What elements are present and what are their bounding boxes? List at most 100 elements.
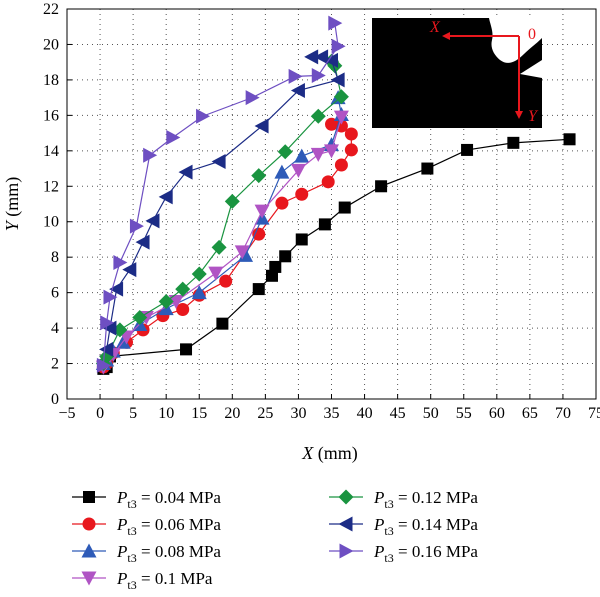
data-point	[219, 274, 233, 288]
data-point	[314, 49, 329, 65]
data-point	[324, 52, 338, 68]
legend-marker	[81, 543, 97, 558]
y-tick-label: 0	[51, 391, 59, 408]
inset-white-region	[489, 18, 542, 63]
series-line	[106, 56, 339, 350]
data-point	[216, 317, 229, 330]
data-point	[290, 163, 306, 178]
data-point	[143, 147, 158, 163]
data-point	[102, 320, 117, 336]
x-tick-label: 25	[257, 405, 273, 422]
legend-marker	[338, 489, 354, 505]
data-point	[254, 118, 269, 134]
data-point	[168, 295, 184, 309]
data-point	[100, 315, 115, 331]
series-line	[103, 138, 570, 370]
y-tick-label: 2	[51, 356, 59, 373]
legend-marker	[82, 517, 96, 531]
legend-item: Pt3 = 0.1 MPa	[72, 569, 213, 592]
x-tick-label: 0	[96, 405, 104, 422]
data-point	[311, 67, 326, 83]
legend-item: Pt3 = 0.16 MPa	[329, 542, 478, 565]
data-point	[234, 245, 250, 260]
y-tick-label: 4	[51, 320, 59, 337]
series-6	[99, 49, 345, 357]
data-point	[269, 260, 282, 273]
legend-marker	[339, 543, 354, 559]
data-point	[254, 204, 270, 219]
data-point	[135, 234, 150, 250]
x-axis-label-text: X (mm)	[301, 443, 358, 464]
legend-label: Pt3 = 0.16 MPa	[373, 542, 478, 565]
legend-label: Pt3 = 0.08 MPa	[116, 542, 221, 565]
data-point	[176, 302, 190, 316]
y-axis-label: Y (mm)	[2, 177, 23, 232]
data-point	[196, 108, 211, 124]
y-tick-label: 18	[43, 72, 59, 89]
legend-item: Pt3 = 0.14 MPa	[329, 515, 478, 538]
data-point	[180, 343, 193, 356]
series-layer	[95, 15, 576, 375]
data-point	[328, 15, 343, 31]
data-point	[99, 341, 114, 357]
x-tick-label: 30	[290, 405, 306, 422]
data-point	[344, 143, 358, 157]
legend-marker	[83, 491, 95, 503]
data-point	[211, 153, 226, 169]
series-1	[97, 133, 576, 375]
x-tick-label: 45	[390, 405, 406, 422]
x-tick-label: 50	[423, 405, 439, 422]
x-tick-label: 65	[522, 405, 538, 422]
data-point	[344, 127, 358, 141]
data-point	[191, 266, 207, 282]
inset-image: X 0 Y	[372, 18, 542, 128]
x-tick-label: 40	[357, 405, 373, 422]
y-tick-label: 14	[43, 143, 59, 160]
legend-label: Pt3 = 0.1 MPa	[116, 569, 213, 592]
data-point	[275, 196, 289, 210]
legend-label: Pt3 = 0.04 MPa	[116, 488, 221, 511]
legend-item: Pt3 = 0.04 MPa	[72, 488, 221, 511]
data-point	[109, 281, 124, 297]
x-tick-label: 20	[224, 405, 240, 422]
data-point	[461, 143, 474, 156]
legend-label: Pt3 = 0.14 MPa	[373, 515, 478, 538]
axis-ticks: −5 0 5 10 15 20 25 30 35 40 45 50 55 60 65 70 7502468101…	[43, 1, 600, 422]
data-point	[252, 227, 266, 241]
x-tick-label: 70	[555, 405, 571, 422]
data-point	[122, 262, 137, 278]
data-point	[158, 189, 173, 205]
y-tick-label: 8	[51, 249, 59, 266]
data-point	[331, 38, 346, 54]
data-point	[304, 49, 319, 65]
legend-item: Pt3 = 0.06 MPa	[72, 515, 221, 538]
y-tick-label: 12	[43, 178, 59, 195]
data-point	[224, 193, 240, 209]
data-point	[295, 187, 309, 201]
data-point	[321, 175, 335, 189]
data-point	[334, 158, 348, 172]
x-tick-label: 55	[456, 405, 472, 422]
legend-item: Pt3 = 0.12 MPa	[329, 488, 478, 511]
inset-y-label: Y	[528, 108, 539, 125]
x-tick-label: 75	[588, 405, 600, 422]
inset-white-edge	[520, 60, 542, 78]
x-tick-label: 5	[129, 405, 137, 422]
data-point	[330, 72, 345, 88]
data-point	[245, 90, 260, 106]
data-point	[145, 213, 160, 229]
legend-label: Pt3 = 0.06 MPa	[116, 515, 221, 538]
data-point	[279, 250, 292, 263]
series-4	[95, 110, 349, 375]
data-point	[251, 168, 267, 184]
inset-origin-label: 0	[528, 26, 536, 43]
data-point	[507, 136, 520, 149]
data-point	[96, 357, 111, 373]
data-point	[310, 147, 326, 162]
y-tick-label: 6	[51, 285, 59, 302]
data-point	[103, 289, 118, 305]
y-tick-label: 10	[43, 214, 59, 231]
legend: Pt3 = 0.04 MPa Pt3 = 0.06 MPa Pt3 = 0.08 M…	[72, 488, 478, 592]
data-point	[175, 281, 191, 297]
legend-marker	[81, 571, 97, 586]
